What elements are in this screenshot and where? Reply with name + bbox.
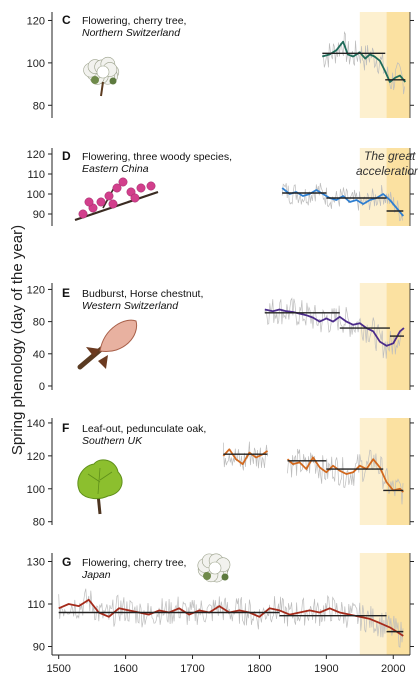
smoothed-series-line-0 bbox=[58, 598, 404, 637]
x-axis: 1500 1600 1700 1800 1900 2000 bbox=[46, 654, 410, 675]
panel-letter: F bbox=[62, 421, 69, 435]
horse-chestnut-bud-icon bbox=[77, 319, 138, 370]
y-tick-label: 110 bbox=[27, 169, 45, 181]
panel-title: Flowering, three woody species, bbox=[82, 151, 232, 163]
x-tick-label: 1500 bbox=[46, 663, 70, 675]
panel-letter: D bbox=[62, 149, 71, 163]
y-axis-label: Spring phenology (day of the year) bbox=[9, 225, 26, 455]
panel-g: 90 110 130 G Flowering, cherry tree,Japan bbox=[27, 553, 414, 655]
cherry-tree-japan-icon bbox=[197, 553, 231, 583]
panel-location: Northern Switzerland bbox=[82, 27, 181, 39]
flowering-branch-icon bbox=[74, 177, 159, 222]
shade-period-1990 bbox=[386, 418, 410, 525]
panel-title: Budburst, Horse chestnut, bbox=[82, 288, 203, 300]
y-tick-label: 90 bbox=[33, 209, 45, 221]
x-tick-label: 2000 bbox=[381, 663, 405, 675]
panel-c: 80 100 120 C Flowering, cherry tree,Northern… bbox=[27, 12, 414, 118]
shade-period-1990 bbox=[386, 553, 410, 655]
panel-d: 90 100 110 120 D Flowering, three woody speci… bbox=[27, 148, 414, 226]
panel-location: Southern UK bbox=[82, 435, 143, 447]
y-tick-label: 140 bbox=[27, 418, 45, 430]
panel-letter: C bbox=[62, 13, 71, 27]
panel-f: 80 100 120 140 F Leaf-out, pedunculate oak,So… bbox=[27, 418, 414, 529]
y-tick-label: 100 bbox=[27, 189, 45, 201]
y-tick-label: 90 bbox=[33, 642, 45, 654]
x-tick-label: 1600 bbox=[113, 663, 137, 675]
y-tick-label: 110 bbox=[27, 599, 45, 611]
y-tick-label: 130 bbox=[27, 557, 45, 569]
y-tick-label: 120 bbox=[27, 149, 45, 161]
smoothed-series-line-0 bbox=[264, 308, 405, 347]
smoothed-series-line-1 bbox=[286, 456, 404, 493]
x-tick-label: 1700 bbox=[180, 663, 204, 675]
y-tick-label: 40 bbox=[33, 349, 45, 361]
shade-period-1990 bbox=[386, 148, 410, 226]
y-tick-label: 100 bbox=[27, 484, 45, 496]
panel-title: Flowering, cherry tree, bbox=[82, 557, 186, 569]
shade-period-1990 bbox=[386, 12, 410, 118]
annotation-line-2: acceleration bbox=[356, 164, 418, 178]
cherry-blossom-icon bbox=[83, 56, 120, 97]
y-tick-label: 120 bbox=[27, 284, 45, 296]
panel-location: Eastern China bbox=[82, 163, 149, 175]
raw-series-line bbox=[287, 448, 404, 505]
annotation-line-1: The great bbox=[364, 149, 416, 163]
oak-leaf-icon bbox=[77, 459, 123, 515]
y-tick-label: 80 bbox=[33, 517, 45, 529]
raw-series-line bbox=[222, 441, 268, 471]
panel-letter: G bbox=[62, 555, 71, 569]
y-tick-label: 0 bbox=[39, 381, 45, 393]
x-tick-label: 1900 bbox=[314, 663, 338, 675]
y-tick-label: 120 bbox=[27, 15, 45, 27]
panel-letter: E bbox=[62, 286, 70, 300]
raw-series-line bbox=[321, 31, 405, 95]
shade-period-1950 bbox=[359, 553, 387, 655]
x-tick-label: 1800 bbox=[247, 663, 271, 675]
panel-e: 0 40 80 120 E Budburst, Horse chestnut,Wester… bbox=[27, 283, 414, 393]
smoothed-series-line-0 bbox=[281, 187, 404, 217]
panel-location: Western Switzerland bbox=[82, 300, 179, 312]
y-tick-label: 100 bbox=[27, 58, 45, 70]
panel-title: Leaf-out, pedunculate oak, bbox=[82, 423, 206, 435]
panel-location: Japan bbox=[81, 569, 111, 581]
y-tick-label: 120 bbox=[27, 451, 45, 463]
y-tick-label: 80 bbox=[33, 100, 45, 112]
raw-series-line bbox=[58, 588, 404, 648]
panel-title: Flowering, cherry tree, bbox=[82, 15, 186, 27]
y-tick-label: 80 bbox=[33, 317, 45, 329]
